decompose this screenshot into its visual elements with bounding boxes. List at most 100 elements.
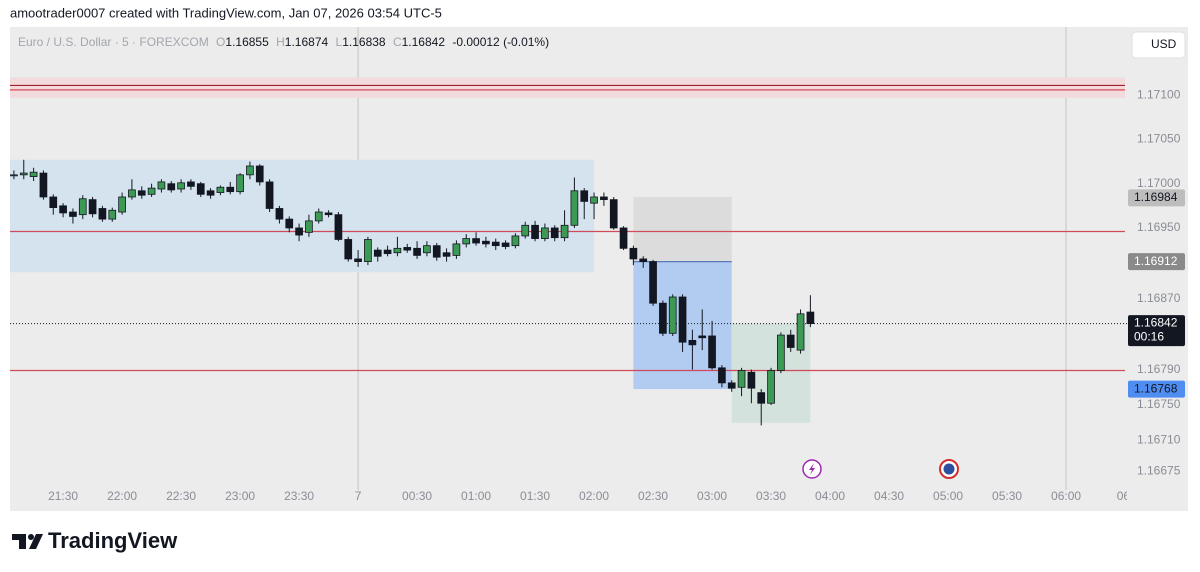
candle-body	[373, 249, 382, 257]
logo-mark-dot	[28, 534, 34, 540]
candle-body	[354, 258, 362, 262]
candle-body	[275, 208, 284, 220]
candle-body	[49, 196, 58, 208]
time-axis: 21:30 22:00 22:30 23:00 23:30 7 00:30 01:00 01:3…	[48, 489, 1134, 503]
candle-body	[187, 181, 195, 187]
x-tick-label: 7	[355, 489, 362, 503]
candle-body	[19, 172, 28, 176]
candle-body	[324, 212, 333, 216]
candle-body	[265, 181, 274, 209]
currency-button-bg[interactable]	[1131, 31, 1186, 59]
candle-body	[639, 258, 648, 262]
candle-body	[777, 334, 785, 371]
candle-body	[698, 335, 707, 339]
price-axis: 1.17100 1.17050 1.17000 1.16950 1.16870 1.167…	[1128, 87, 1185, 478]
legend-low: 1.16838	[342, 35, 386, 49]
candle-body	[531, 224, 539, 239]
candle-body	[806, 311, 815, 324]
candle-body	[177, 182, 185, 190]
currency-button[interactable]: USD	[1131, 31, 1186, 59]
candle-body	[344, 239, 353, 260]
candle-body	[10, 174, 18, 177]
x-tick-label: 06:	[1117, 489, 1134, 503]
logo-mark-t	[12, 534, 26, 549]
candle-body	[255, 165, 264, 183]
y-tick-label: 1.17050	[1137, 132, 1181, 146]
x-tick-label: 05:30	[992, 489, 1022, 503]
candle-body	[560, 224, 569, 239]
x-tick-label: 22:30	[166, 489, 196, 503]
candle-body	[462, 238, 471, 245]
candle-body	[629, 247, 638, 260]
legend-change: -0.00012 (-0.01%)	[452, 35, 549, 49]
candle-body	[786, 334, 795, 348]
candle-body	[737, 370, 746, 388]
x-tick-label: 04:30	[874, 489, 904, 503]
candle-body	[305, 220, 313, 233]
legend-close: 1.16842	[402, 35, 446, 49]
price-marker	[1128, 380, 1185, 398]
candle-body	[364, 239, 372, 262]
candle-body	[757, 392, 766, 404]
candle-body	[580, 190, 589, 202]
legend-symbol: Euro / U.S. Dollar · 5 · FOREXCOM	[18, 35, 209, 49]
legend: Euro / U.S. Dollar · 5 · FOREXCOM O1.168…	[18, 35, 549, 49]
candle-body	[88, 199, 97, 215]
candle-body	[590, 196, 598, 204]
candle-body	[668, 296, 677, 334]
economic-event-flag	[943, 463, 955, 475]
x-tick-label: 02:30	[638, 489, 668, 503]
candle-body	[796, 313, 805, 351]
x-tick-label: 01:00	[461, 489, 491, 503]
x-tick-label: 22:00	[107, 489, 137, 503]
x-tick-label: 03:00	[697, 489, 727, 503]
candle-body	[147, 187, 156, 195]
header: amootrader0007 created with TradingView.…	[10, 5, 442, 20]
x-tick-label: 00:30	[402, 489, 432, 503]
logo-mark-v	[29, 534, 43, 549]
y-tick-label: 1.16790	[1137, 362, 1181, 376]
legend-high: 1.16874	[285, 35, 329, 49]
y-tick-label: 1.16710	[1137, 433, 1181, 447]
candle-body	[393, 247, 402, 254]
candle-body	[521, 224, 530, 237]
countdown-label: 00:16	[1134, 330, 1164, 344]
candle-body	[649, 261, 657, 304]
candle-body	[403, 247, 412, 251]
price-marker	[1128, 253, 1185, 271]
price-marker-label: 1.16984	[1134, 190, 1178, 204]
x-tick-label: 23:00	[225, 489, 255, 503]
currency-label[interactable]: USD	[1151, 37, 1177, 51]
legend-open: 1.16855	[225, 35, 269, 49]
event-icon[interactable]	[802, 459, 822, 479]
y-tick-label: 1.16870	[1137, 291, 1181, 305]
candle-body	[118, 196, 126, 213]
candle-body	[137, 190, 146, 196]
y-tick-label: 1.17100	[1137, 87, 1181, 101]
brand-name: TradingView	[48, 528, 178, 553]
legend-o-label: O	[216, 35, 225, 49]
candle-body	[501, 242, 510, 247]
candle-body	[600, 196, 608, 201]
candle-body	[550, 227, 559, 239]
price-marker	[1128, 315, 1185, 347]
x-tick-label: 23:30	[284, 489, 314, 503]
candle-body	[413, 247, 421, 256]
candle-body	[206, 190, 215, 196]
candle-body	[432, 245, 441, 258]
candle-body	[196, 183, 205, 195]
candle-body	[767, 370, 775, 404]
candle-body	[246, 165, 254, 176]
price-marker-label: 1.16842	[1134, 316, 1178, 330]
candle-body	[59, 205, 67, 214]
candle-body	[108, 209, 117, 220]
candle-body	[423, 245, 431, 254]
x-tick-label: 03:30	[756, 489, 786, 503]
y-tick-label: 1.16950	[1137, 220, 1181, 234]
economic-event-icon[interactable]	[939, 459, 959, 479]
x-tick-label: 01:30	[520, 489, 550, 503]
candle-body	[609, 199, 618, 229]
zone	[10, 77, 1126, 98]
